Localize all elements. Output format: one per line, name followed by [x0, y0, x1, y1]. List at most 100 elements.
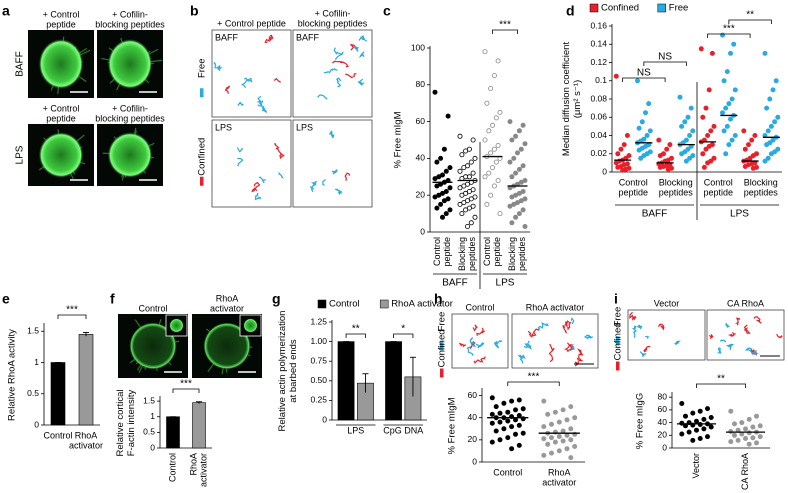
data-point [520, 122, 526, 128]
significance-label: NS [637, 68, 651, 79]
x-tick-label: peptide [618, 187, 648, 197]
track-image [211, 29, 292, 118]
x-tick-label: Control [704, 177, 733, 187]
data-point [459, 192, 465, 198]
data-point [564, 446, 570, 452]
data-point [723, 151, 729, 157]
data-point [493, 428, 499, 434]
y-tick-label: 0.04 [590, 130, 607, 140]
data-point [687, 132, 693, 138]
y-tick-label: 0.16 [590, 20, 607, 30]
data-point [552, 439, 558, 445]
data-point [643, 110, 649, 116]
data-point [688, 105, 694, 111]
x-tick-label: Control [619, 177, 648, 187]
track [322, 179, 326, 186]
track [357, 78, 365, 86]
data-point [664, 146, 670, 152]
inset-label: LPS [296, 122, 313, 132]
track [473, 356, 486, 364]
data-point [626, 153, 632, 159]
x-tick-label: peptide [703, 187, 733, 197]
data-point [746, 441, 752, 447]
data-point [432, 89, 438, 95]
x-tick-label: Control [43, 430, 72, 440]
panel-label: b [190, 3, 199, 19]
side-label: Confined [613, 322, 624, 360]
y-tick-label: 0 [662, 442, 667, 452]
y-tick-label: 1.00 [310, 336, 327, 346]
data-point [468, 220, 474, 226]
data-point [466, 188, 472, 194]
data-point [698, 46, 704, 52]
data-point [697, 408, 703, 414]
data-point [501, 426, 507, 432]
side-label: Confined [437, 329, 448, 367]
data-point [513, 133, 519, 139]
y-axis-label: % Free mIgG [635, 393, 646, 450]
data-point [509, 194, 515, 200]
data-point [647, 128, 653, 134]
side-color-bar [616, 361, 620, 371]
data-point [516, 211, 522, 217]
data-point [493, 404, 499, 410]
y-tick-label: 60 [416, 116, 426, 126]
group-label: LPS [496, 278, 515, 289]
track [237, 157, 244, 167]
track [358, 51, 365, 59]
data-point [463, 148, 469, 154]
legend-label: Control [329, 299, 360, 310]
data-point [746, 416, 752, 422]
data-point [764, 105, 770, 111]
y-tick-label: 40 [658, 417, 668, 427]
data-point [518, 179, 524, 185]
significance-bracket [728, 19, 772, 24]
data-point [708, 128, 714, 134]
data-point [572, 443, 578, 449]
data-point [732, 421, 738, 427]
data-point [489, 122, 495, 128]
data-point [701, 426, 707, 432]
track [332, 60, 349, 68]
data-point [568, 437, 574, 443]
data-point [726, 101, 732, 107]
data-point [486, 128, 492, 134]
data-point [750, 153, 756, 159]
x-tick-label: RhoA [75, 430, 98, 440]
data-point [489, 439, 495, 445]
track [636, 324, 643, 330]
cell [107, 132, 153, 178]
data-point [509, 446, 515, 452]
data-point [443, 188, 449, 194]
data-point [434, 205, 440, 211]
track [335, 188, 342, 195]
data-point [447, 165, 453, 171]
panel-label: a [2, 3, 10, 19]
y-axis-label: % Free mIgM [447, 397, 458, 454]
track [236, 147, 243, 153]
track [240, 77, 253, 88]
data-point [644, 132, 650, 138]
track [237, 101, 244, 106]
track [725, 343, 735, 350]
column-label: peptide [46, 113, 76, 123]
column-label: Control [138, 303, 167, 313]
data-point [679, 400, 685, 406]
data-point [635, 78, 641, 84]
data-point [493, 115, 499, 121]
x-tick-label: Blocking [507, 237, 517, 271]
data-point [773, 78, 779, 84]
x-tick-label: peptide [492, 237, 502, 267]
significance-bracket [345, 333, 366, 338]
data-point [447, 185, 453, 191]
data-point [560, 407, 566, 413]
legend-label: RhoA activator [391, 299, 453, 310]
significance-bracket [696, 383, 746, 388]
bar [337, 341, 355, 421]
track [273, 77, 282, 83]
data-point [705, 160, 711, 166]
data-point [765, 128, 771, 134]
x-tick-label: Control [493, 467, 522, 477]
data-point [513, 407, 519, 413]
data-point [728, 116, 734, 122]
